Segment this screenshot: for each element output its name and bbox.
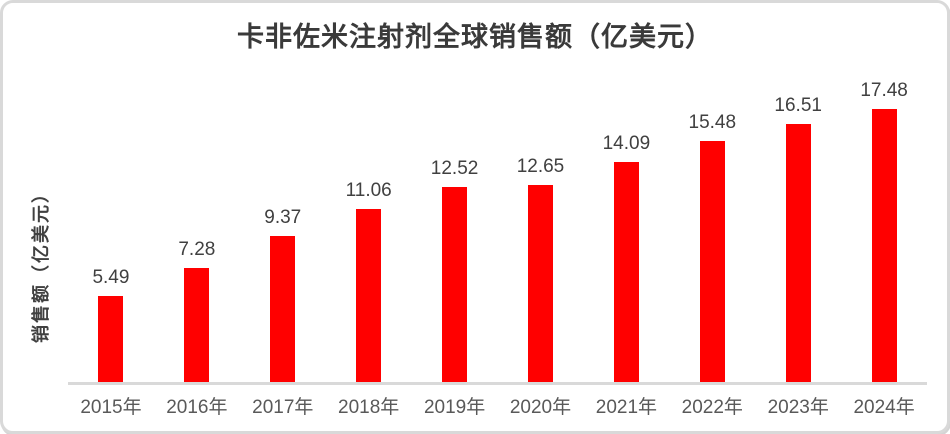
x-tick-label: 2023年: [767, 397, 829, 418]
bar: [699, 141, 725, 382]
x-tick-label: 2016年: [166, 397, 228, 418]
chart-title: 卡非佐米注射剂全球销售额（亿美元）: [237, 22, 713, 52]
bar-slot: 5.49: [68, 267, 154, 382]
bar: [613, 162, 639, 382]
bar-value-label: 11.06: [345, 180, 392, 201]
x-tick-label: 2017年: [252, 397, 314, 418]
bar: [270, 236, 296, 382]
bar-value-label: 9.37: [264, 207, 302, 228]
bar-value-label: 12.65: [516, 156, 565, 177]
bar-slot: 12.65: [498, 156, 584, 382]
bar: [184, 268, 210, 382]
bar: [356, 209, 382, 382]
bar-value-label: 7.28: [178, 239, 216, 260]
x-axis-line: [68, 382, 927, 385]
bar: [442, 187, 468, 382]
x-tick-label: 2020年: [509, 397, 572, 418]
bar-slot: 14.09: [583, 133, 669, 382]
bar: [871, 109, 897, 382]
x-tick-label: 2018年: [338, 397, 400, 418]
bar-value-label: 12.52: [430, 158, 479, 179]
bar-slot: 7.28: [154, 239, 240, 382]
x-tick-label: 2021年: [595, 397, 658, 418]
bar: [98, 296, 124, 382]
bar-value-label: 15.48: [688, 112, 737, 133]
bar-value-label: 5.49: [92, 267, 130, 288]
bar-value-label: 16.51: [774, 95, 822, 116]
bar-slot: 9.37: [240, 207, 326, 382]
plot-area: 5.49 7.28 9.37 11.06 12.52 12.65 14.09 15.48 16.…: [68, 70, 927, 382]
x-tick-label: 2015年: [80, 397, 142, 418]
bar: [527, 185, 553, 382]
bar-slot: 15.48: [669, 112, 755, 382]
bar-value-label: 17.48: [860, 80, 908, 101]
bar: [785, 124, 811, 382]
bar-slot: 16.51: [755, 95, 841, 382]
x-tick-label: 2022年: [681, 397, 743, 418]
x-tick-label: 2019年: [423, 397, 486, 418]
bar-slot: 12.52: [412, 158, 498, 382]
y-axis-label: 销售额（亿美元）: [31, 183, 51, 343]
bar-slot: 11.06: [326, 180, 412, 382]
x-axis-labels: 2015年 2016年 2017年 2018年 2019年 2020年 2021年 2022年…: [68, 392, 927, 418]
x-tick-label: 2024年: [853, 397, 915, 418]
bar-value-label: 14.09: [602, 133, 651, 154]
bar-slot: 17.48: [841, 80, 927, 382]
